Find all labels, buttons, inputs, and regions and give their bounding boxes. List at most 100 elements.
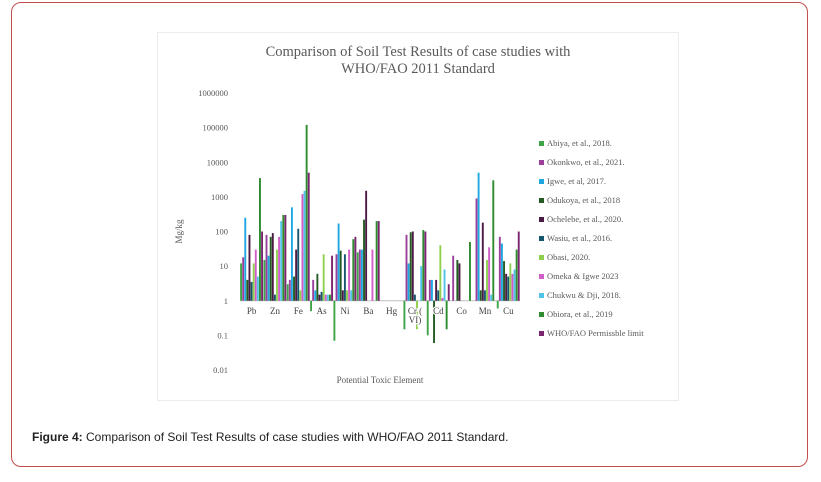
- bar: [413, 294, 416, 301]
- bar: [503, 261, 505, 301]
- bar: [316, 273, 319, 301]
- bar: [303, 190, 306, 301]
- figure-caption: Figure 4: Comparison of Soil Test Result…: [32, 430, 508, 444]
- bar: [322, 254, 325, 301]
- bar: [290, 207, 293, 301]
- bar: [490, 294, 493, 301]
- y-axis-label: Mg/kg: [174, 219, 184, 244]
- bar: [259, 178, 261, 301]
- bar: [411, 231, 414, 301]
- bar: [356, 252, 359, 301]
- bar: [513, 269, 516, 301]
- bar: [452, 255, 455, 301]
- figure-frame: Comparison of Soil Test Results of case …: [11, 2, 808, 467]
- bar: [263, 260, 266, 301]
- bar: [479, 290, 482, 301]
- bar: [509, 263, 512, 301]
- bar: [284, 214, 287, 301]
- bar: [377, 221, 380, 301]
- legend-label: Wasiu, et al., 2016.: [547, 233, 612, 243]
- legend-swatch: [539, 236, 544, 241]
- bar: [252, 263, 255, 301]
- y-tick-label: 10000: [207, 157, 228, 167]
- bar: [498, 236, 501, 301]
- legend-swatch: [539, 160, 544, 165]
- legend-label: Igwe, et al, 2017.: [547, 176, 606, 186]
- caption-text: Comparison of Soil Test Results of case …: [86, 430, 509, 444]
- bar: [360, 249, 363, 301]
- bar: [269, 236, 272, 301]
- bar: [445, 300, 448, 330]
- bar: [350, 290, 353, 301]
- bar: [492, 180, 495, 301]
- bar: [456, 260, 459, 301]
- legend-swatch: [539, 331, 544, 336]
- bar: [261, 231, 264, 301]
- bar: [348, 249, 351, 301]
- bar: [363, 219, 365, 301]
- legend-swatch: [539, 312, 544, 317]
- bar: [517, 231, 520, 301]
- bar: [428, 279, 431, 301]
- bar: [341, 290, 344, 301]
- legend-label: Odukoya, et al., 2018: [547, 195, 620, 205]
- legend-swatch: [539, 255, 544, 260]
- bar: [242, 257, 245, 301]
- y-tick-label: 10: [220, 261, 229, 271]
- bar: [288, 279, 291, 301]
- legend-label: Abiya, et al., 2018.: [547, 138, 612, 148]
- bar: [244, 217, 247, 301]
- bar: [371, 249, 374, 301]
- chart-title-line: Comparison of Soil Test Results of case …: [266, 44, 572, 60]
- legend-swatch: [539, 274, 544, 279]
- bar: [299, 290, 302, 301]
- bar: [331, 255, 334, 301]
- bar: [424, 231, 427, 301]
- bar: [324, 294, 327, 301]
- x-tick-label: Co: [456, 306, 467, 316]
- bar: [441, 298, 444, 301]
- legend-label: Obiora, et al., 2019: [547, 309, 613, 319]
- x-tick-label: Cu: [503, 306, 514, 316]
- bar: [267, 255, 270, 301]
- bar: [343, 254, 346, 301]
- bar: [240, 263, 243, 301]
- bar: [375, 221, 378, 301]
- bar: [254, 249, 257, 301]
- y-tick-label: 0.1: [217, 330, 228, 340]
- chart-svg: Comparison of Soil Test Results of case …: [174, 44, 644, 385]
- bar: [256, 276, 259, 301]
- bar: [469, 241, 471, 301]
- bar: [335, 254, 338, 301]
- bar: [403, 300, 406, 330]
- x-tick-label: Cd: [433, 306, 444, 316]
- bar: [483, 290, 486, 301]
- bar: [314, 290, 317, 301]
- bar: [505, 273, 508, 301]
- chart-title-line: WHO/FAO 2011 Standard: [341, 61, 496, 77]
- bar: [248, 234, 251, 301]
- bar: [305, 124, 308, 301]
- y-tick-label: 0.01: [213, 365, 228, 375]
- legend-swatch: [539, 198, 544, 203]
- bar: [333, 300, 336, 341]
- bar: [435, 279, 438, 301]
- bar: [365, 190, 368, 301]
- bar: [420, 266, 423, 301]
- bar: [278, 236, 281, 301]
- x-axis-label: Potential Toxic Element: [337, 375, 424, 385]
- bar: [486, 260, 488, 301]
- legend-label: Omeka & Igwe 2023: [547, 271, 619, 281]
- legend-label: Ochelebe, et al., 2020.: [547, 214, 623, 224]
- bar: [422, 230, 425, 301]
- bar: [318, 294, 321, 301]
- bar: [301, 194, 304, 301]
- bar: [354, 236, 357, 301]
- legend-label: Okonkwo, et al., 2021.: [547, 157, 625, 167]
- bar: [286, 284, 289, 301]
- bar: [443, 269, 446, 301]
- bar: [280, 221, 283, 301]
- legend-label: Chukwu & Dji, 2018.: [547, 290, 621, 300]
- legend-swatch: [539, 217, 544, 222]
- bar: [246, 279, 249, 301]
